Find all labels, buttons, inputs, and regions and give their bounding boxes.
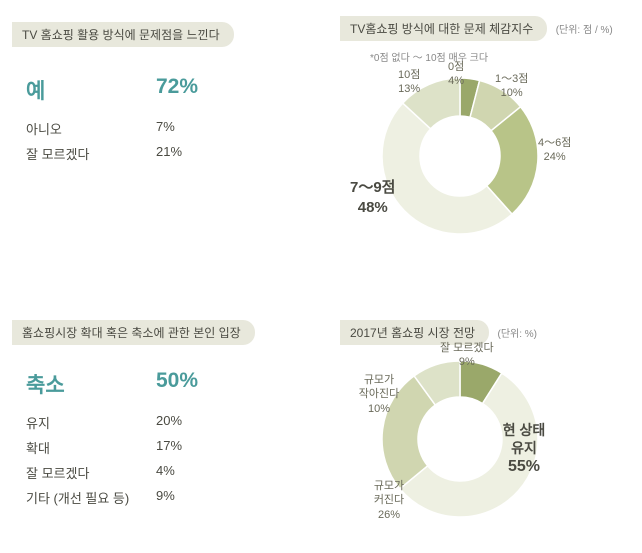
row-label: 잘 모르겠다 <box>26 463 156 482</box>
slice-label: 4～6점24% <box>538 136 571 165</box>
panel2-title: TV홈쇼핑 방식에 대한 문제 체감지수 <box>340 16 547 41</box>
table-row: 잘 모르겠다4% <box>26 463 312 482</box>
panel4-donut: 잘 모르겠다9%규모가커진다26%규모가작아진다10%현 상태유지55% <box>370 349 590 549</box>
slice-label: 1～3점10% <box>495 72 528 101</box>
donut-center-label: 현 상태유지55% <box>484 421 564 478</box>
panel-problem-index: TV홈쇼핑 방식에 대한 문제 체감지수 (단위: 점 / %) *0점 없다 … <box>340 16 640 266</box>
panel1-title: TV 홈쇼핑 활용 방식에 문제점을 느낀다 <box>12 22 234 47</box>
row-value: 9% <box>156 488 216 507</box>
table-row: 기타 (개선 필요 등)9% <box>26 488 312 507</box>
table-row: 잘 모르겠다21% <box>26 144 312 163</box>
row-value: 50% <box>156 369 216 399</box>
panel2-note: *0점 없다 ～ 10점 매우 크다 <box>370 49 640 64</box>
row-label: 예 <box>26 75 156 105</box>
slice-label: 규모가작아진다10% <box>354 373 404 416</box>
panel-market-position: 홈쇼핑시장 확대 혹은 축소에 관한 본인 입장 축소50%유지20%확대17%… <box>12 320 312 513</box>
row-label: 유지 <box>26 413 156 432</box>
slice-label: 7～9점48% <box>350 178 396 217</box>
panel2-unit: (단위: 점 / %) <box>556 25 613 36</box>
panel4-unit: (단위: %) <box>497 329 537 340</box>
panel2-donut: 0점4%1～3점10%4～6점24%7～9점48%10점13% <box>370 66 590 266</box>
panel-market-outlook: 2017년 홈쇼핑 시장 전망 (단위: %) 잘 모르겠다9%규모가커진다26… <box>340 320 640 545</box>
table-row: 아니오7% <box>26 119 312 138</box>
panel1-table: 예72%아니오7%잘 모르겠다21% <box>12 75 312 163</box>
slice-label: 규모가커진다26% <box>364 479 414 522</box>
row-label: 잘 모르겠다 <box>26 144 156 163</box>
row-value: 21% <box>156 144 216 163</box>
panel3-title: 홈쇼핑시장 확대 혹은 축소에 관한 본인 입장 <box>12 320 255 345</box>
row-value: 7% <box>156 119 216 138</box>
row-label: 축소 <box>26 369 156 399</box>
row-label: 기타 (개선 필요 등) <box>26 488 156 507</box>
slice-label: 잘 모르겠다9% <box>440 341 494 370</box>
panel-problem-feel: TV 홈쇼핑 활용 방식에 문제점을 느낀다 예72%아니오7%잘 모르겠다21… <box>12 22 312 169</box>
row-value: 4% <box>156 463 216 482</box>
row-value: 17% <box>156 438 216 457</box>
row-label: 아니오 <box>26 119 156 138</box>
row-value: 72% <box>156 75 216 105</box>
row-value: 20% <box>156 413 216 432</box>
slice-label: 10점13% <box>398 68 420 97</box>
panel3-table: 축소50%유지20%확대17%잘 모르겠다4%기타 (개선 필요 등)9% <box>12 369 312 507</box>
table-row: 확대17% <box>26 438 312 457</box>
slice-label: 0점4% <box>448 60 464 89</box>
table-row: 예72% <box>26 75 312 105</box>
row-label: 확대 <box>26 438 156 457</box>
table-row: 축소50% <box>26 369 312 399</box>
table-row: 유지20% <box>26 413 312 432</box>
